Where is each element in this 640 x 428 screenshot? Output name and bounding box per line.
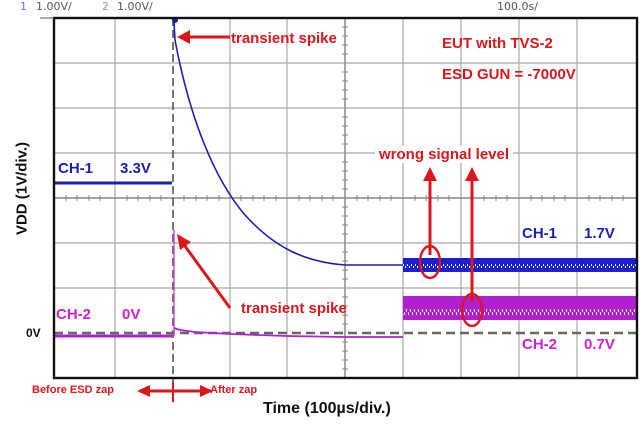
ch2-before-name: CH-2 (56, 306, 92, 323)
center-axes (54, 18, 637, 378)
x-axis-label: Time (100µs/div.) (263, 400, 391, 417)
ch2-before-value: 0V (122, 306, 141, 323)
timebase-readout: 100.0s/ (497, 0, 538, 13)
ch1-index: 1 (20, 0, 27, 13)
y-axis-label: VDD (1V/div.) (13, 141, 31, 236)
ch2-scale: 1.00V/ (117, 0, 153, 13)
top-spike-annotation: transient spike (231, 30, 337, 47)
ch1-before-value: 3.3V (120, 160, 151, 177)
eut-annotation-line2: ESD GUN = -7000V (442, 66, 576, 83)
ch1-trace (55, 17, 637, 272)
ch2-trace (55, 230, 637, 338)
annotation-arrows (137, 30, 479, 402)
ch2-index: 2 (102, 0, 109, 13)
ch1-before-name: CH-1 (58, 160, 94, 177)
plot-frame (52, 16, 639, 380)
after-zap-label: After zap (210, 384, 258, 396)
signal-circles (418, 244, 484, 328)
ch1-after-value: 1.7V (584, 225, 615, 242)
ch2-after-name: CH-2 (522, 336, 558, 353)
ch1-scale: 1.00V/ (36, 0, 72, 13)
zero-volt-label: 0V (26, 326, 41, 340)
ch2-after-value: 0.7V (584, 336, 615, 353)
wrong-signal-annotation: wrong signal level (375, 146, 514, 163)
eut-annotation-line1: EUT with TVS-2 (442, 35, 553, 52)
ch1-after-name: CH-1 (522, 225, 558, 242)
bottom-spike-annotation: transient spike (241, 300, 347, 317)
before-zap-label: Before ESD zap (32, 384, 114, 396)
